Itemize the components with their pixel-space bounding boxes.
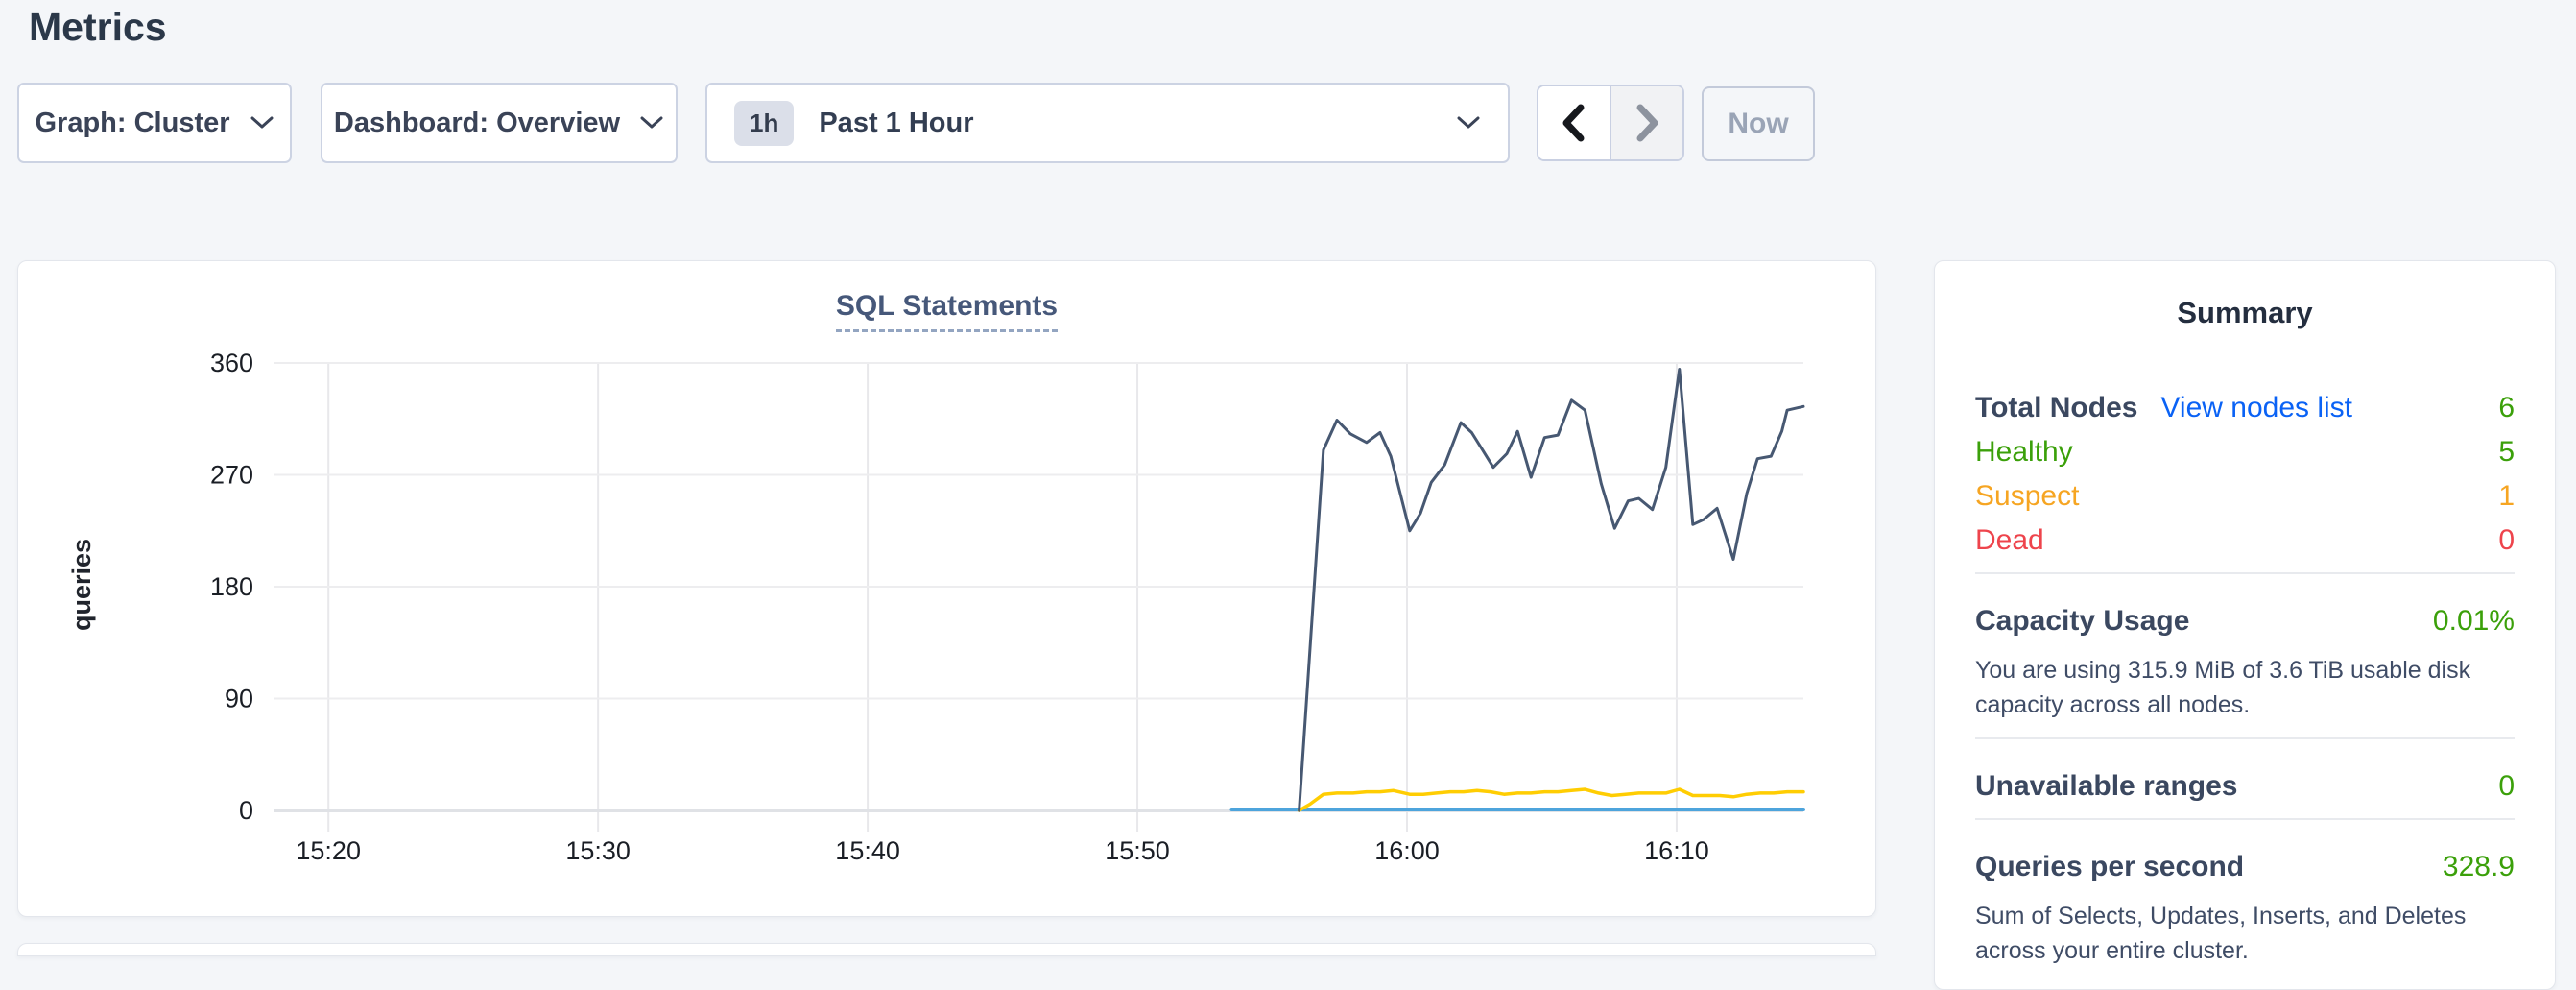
queries-per-second-section: Queries per second 328.9 Sum of Selects,… (1975, 845, 2515, 968)
total-nodes-value: 6 (2498, 392, 2515, 423)
suspect-value: 1 (2498, 480, 2515, 512)
summary-divider (1975, 818, 2515, 820)
time-window-pager (1537, 85, 1684, 161)
total-nodes-label: Total Nodes (1975, 392, 2138, 423)
unavailable-ranges-label: Unavailable ranges (1975, 770, 2238, 802)
next-chart-card-edge (17, 943, 1876, 956)
capacity-usage-label: Capacity Usage (1975, 605, 2190, 637)
x-axis-tick-label: 15:40 (835, 836, 900, 865)
x-axis-tick-label: 15:20 (296, 836, 361, 865)
time-range-badge: 1h (734, 100, 795, 146)
chart-title-row: SQL Statements (18, 290, 1875, 332)
unavailable-ranges-section: Unavailable ranges 0 (1975, 764, 2515, 809)
next-time-window-button[interactable] (1610, 86, 1682, 159)
chart-title: SQL Statements (835, 290, 1059, 332)
graph-scope-label: Graph: Cluster (35, 107, 230, 138)
dashboard-label: Dashboard: Overview (333, 107, 621, 138)
queries-per-second-description: Sum of Selects, Updates, Inserts, and De… (1975, 903, 2467, 964)
x-axis-tick-label: 16:10 (1644, 836, 1709, 865)
y-axis-tick-label: 180 (210, 572, 253, 601)
y-axis-tick-label: 0 (239, 796, 253, 825)
healthy-nodes-row: Healthy 5 (1975, 430, 2515, 474)
chevron-left-icon (1562, 104, 1585, 142)
capacity-usage-description: You are using 315.9 MiB of 3.6 TiB usabl… (1975, 657, 2471, 718)
x-axis-tick-label: 16:00 (1374, 836, 1440, 865)
x-axis-tick-label: 15:30 (565, 836, 631, 865)
view-nodes-list-link[interactable]: View nodes list (2160, 392, 2353, 423)
chevron-right-icon (1636, 104, 1658, 142)
graph-scope-dropdown[interactable]: Graph: Cluster (17, 83, 292, 163)
time-range-selector[interactable]: 1h Past 1 Hour (705, 83, 1510, 163)
y-axis-tick-label: 90 (225, 685, 253, 713)
capacity-usage-section: Capacity Usage 0.01% You are using 315.9… (1975, 599, 2515, 722)
time-range-label: Past 1 Hour (819, 107, 974, 138)
now-button[interactable]: Now (1702, 86, 1815, 161)
y-axis-tick-label: 360 (210, 349, 253, 377)
summary-title: Summary (2177, 296, 2313, 329)
total-nodes-row: Total Nodes View nodes list 6 (1975, 386, 2515, 430)
page-title: Metrics (29, 5, 167, 49)
sql-statements-chart[interactable]: 0 90 180 270 360 15:20 15:30 15:40 15:50 16:00 16:… (18, 261, 1877, 918)
sql-statements-chart-card: SQL Statements queries 0 90 180 270 360 15:20… (17, 260, 1876, 917)
dashboard-dropdown[interactable]: Dashboard: Overview (321, 83, 678, 163)
unavailable-ranges-value: 0 (2498, 770, 2515, 802)
metrics-page: Metrics Graph: Cluster Dashboard: Overvi… (17, 5, 2556, 990)
queries-per-second-value: 328.9 (2442, 851, 2515, 882)
healthy-label: Healthy (1975, 436, 2073, 468)
suspect-nodes-row: Suspect 1 (1975, 474, 2515, 519)
x-axis-tick-label: 15:50 (1105, 836, 1170, 865)
summary-panel: Summary Total Nodes View nodes list 6 He… (1934, 260, 2556, 990)
summary-divider (1975, 737, 2515, 739)
capacity-usage-value: 0.01% (2432, 605, 2515, 637)
chart-line-navy (1298, 368, 1805, 812)
dead-label: Dead (1975, 524, 2044, 556)
prev-time-window-button[interactable] (1538, 86, 1610, 159)
nodes-summary: Total Nodes View nodes list 6 Healthy 5 … (1975, 386, 2515, 563)
dead-nodes-row: Dead 0 (1975, 519, 2515, 563)
chevron-down-icon (1457, 116, 1480, 129)
suspect-label: Suspect (1975, 480, 2080, 512)
queries-per-second-label: Queries per second (1975, 851, 2245, 882)
summary-divider (1975, 572, 2515, 574)
chart-line-yellow (1297, 787, 1805, 812)
healthy-value: 5 (2498, 436, 2515, 468)
chevron-down-icon (640, 116, 663, 129)
chevron-down-icon (250, 116, 274, 129)
dead-value: 0 (2498, 524, 2515, 556)
y-axis-tick-label: 270 (210, 461, 253, 490)
